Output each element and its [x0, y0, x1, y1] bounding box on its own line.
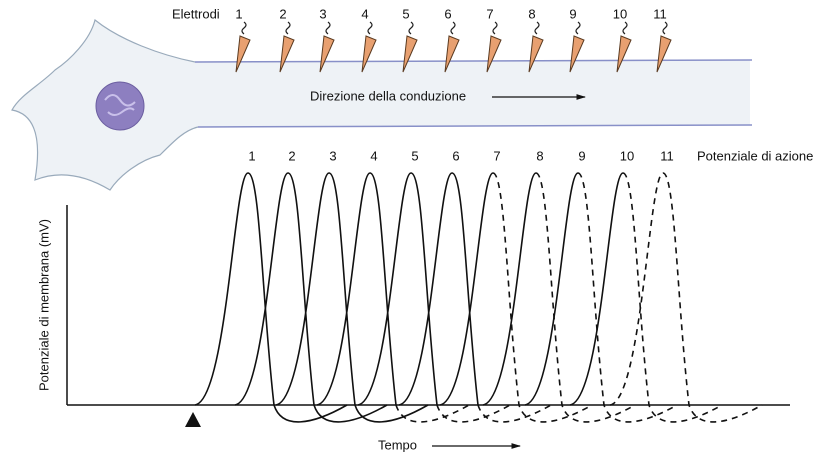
direction-label: Direzione della conduzione — [310, 88, 466, 103]
axon-bottom — [197, 124, 753, 128]
electrode — [444, 35, 460, 73]
action-potential-dashed — [477, 404, 552, 423]
electrode-wire — [367, 21, 373, 35]
action-potential-solid — [275, 172, 429, 423]
electrode-wire — [534, 21, 540, 35]
nucleus-texture — [104, 94, 136, 116]
electrode-wire — [622, 21, 628, 35]
electrode-wire — [285, 21, 291, 35]
electrode-label: 9 — [569, 6, 576, 21]
electrode-wire — [325, 21, 331, 35]
action-potential-label: 5 — [411, 148, 418, 163]
electrode-wire — [575, 21, 581, 35]
action-potential-label: 7 — [493, 148, 500, 163]
action-potential-label: 1 — [248, 148, 255, 163]
electrode — [319, 35, 335, 73]
action-potential-label: 8 — [536, 148, 543, 163]
y-axis-label: Potenziale di membrana (mV) — [36, 219, 51, 391]
electrode-label: 2 — [279, 6, 286, 21]
electrodes-title: Elettrodi — [172, 6, 220, 21]
action-potential-dashed — [622, 172, 723, 423]
electrode — [569, 35, 585, 73]
action-potential-dashed — [535, 172, 636, 423]
electrode — [616, 35, 632, 73]
electrode-wire — [241, 21, 247, 35]
action-potential-solid — [316, 172, 397, 406]
electrode-label: 3 — [319, 6, 326, 21]
action-potential-solid — [234, 172, 388, 423]
action-potential-solid — [194, 172, 348, 423]
nucleus — [95, 81, 145, 131]
action-potential-dashed — [395, 404, 470, 423]
electrode — [528, 35, 544, 73]
action-potential-solid — [398, 172, 479, 406]
x-axis-label: Tempo — [378, 437, 417, 452]
electrode-label: 11 — [653, 6, 667, 21]
cell-outline — [11, 18, 199, 191]
action-potential-label: 10 — [620, 148, 634, 163]
action-potential-dashed — [577, 172, 678, 423]
action-potential-label: 11 — [660, 148, 674, 163]
action-potential-label: 4 — [370, 148, 377, 163]
electrode — [361, 35, 377, 73]
electrode-label: 5 — [402, 6, 409, 21]
action-potential-label: 3 — [329, 148, 336, 163]
electrode-wire — [450, 21, 456, 35]
electrode — [402, 35, 418, 73]
electrode-label: 10 — [613, 6, 627, 21]
action-potential-solid — [524, 172, 579, 406]
electrode — [235, 35, 251, 73]
action-potential-label: 6 — [452, 148, 459, 163]
action-potentials-title: Potenziale di azione — [697, 148, 813, 163]
action-potential-solid — [482, 172, 537, 406]
action-potential-solid — [357, 172, 438, 406]
electrode-wire — [408, 21, 414, 35]
electrode-label: 6 — [444, 6, 451, 21]
electrode-label: 4 — [361, 6, 368, 21]
action-potential-dashed — [609, 172, 763, 423]
action-potential-solid — [439, 172, 494, 406]
action-potential-dashed — [492, 172, 593, 423]
action-potential-label: 9 — [578, 148, 585, 163]
electrode-label: 1 — [235, 6, 242, 21]
stimulus-marker — [185, 412, 201, 427]
electrode-wire — [662, 21, 668, 35]
electrode-wire — [492, 21, 498, 35]
electrode — [279, 35, 295, 73]
electrode-label: 8 — [528, 6, 535, 21]
electrode — [486, 35, 502, 73]
action-potential-solid — [569, 172, 624, 406]
action-potential-label: 2 — [288, 148, 295, 163]
electrode-label: 7 — [486, 6, 493, 21]
action-potential-dashed — [436, 404, 511, 423]
electrode — [656, 35, 672, 73]
